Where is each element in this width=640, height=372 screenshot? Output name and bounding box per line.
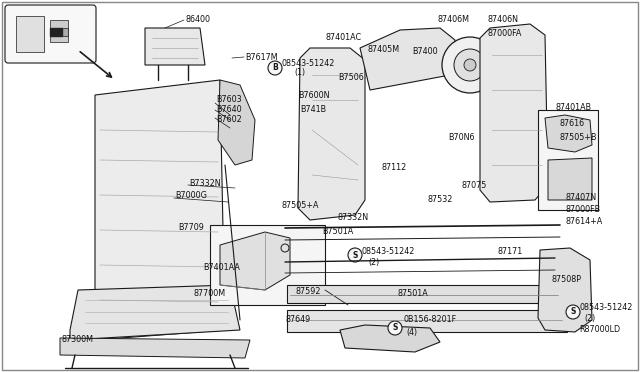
Circle shape	[566, 305, 580, 319]
Text: 87405M: 87405M	[368, 45, 400, 55]
Text: (1): (1)	[294, 68, 305, 77]
Text: 0B156-8201F: 0B156-8201F	[404, 315, 457, 324]
Polygon shape	[298, 48, 365, 220]
Polygon shape	[60, 338, 250, 358]
Text: (2): (2)	[584, 314, 595, 323]
Text: B: B	[272, 64, 278, 73]
Text: S: S	[392, 324, 397, 333]
Text: 87508P: 87508P	[551, 276, 581, 285]
Text: B70N6: B70N6	[448, 134, 474, 142]
Text: S: S	[570, 308, 576, 317]
Text: (4): (4)	[406, 327, 417, 337]
Circle shape	[442, 37, 498, 93]
Polygon shape	[70, 285, 240, 340]
Text: B7602: B7602	[216, 115, 242, 125]
Text: 87401AC: 87401AC	[326, 33, 362, 42]
Text: B7640: B7640	[216, 106, 242, 115]
Text: (2): (2)	[368, 259, 380, 267]
Text: B7709: B7709	[178, 224, 204, 232]
Polygon shape	[50, 28, 62, 36]
Text: 87112: 87112	[382, 164, 407, 173]
Polygon shape	[220, 232, 290, 290]
Bar	[50, 20, 68, 42]
Text: 08543-51242: 08543-51242	[362, 247, 415, 257]
Text: 87649: 87649	[285, 315, 310, 324]
Polygon shape	[218, 80, 255, 165]
Text: B7617M: B7617M	[245, 52, 278, 61]
Text: 87300M: 87300M	[62, 336, 94, 344]
Circle shape	[464, 59, 476, 71]
Circle shape	[388, 321, 402, 335]
Polygon shape	[548, 158, 592, 200]
Text: 87401AB: 87401AB	[556, 103, 592, 112]
Text: 87075: 87075	[462, 180, 488, 189]
Text: 87592: 87592	[296, 288, 321, 296]
Text: R87000LD: R87000LD	[579, 324, 620, 334]
Polygon shape	[545, 115, 592, 152]
Text: 87616: 87616	[560, 119, 585, 128]
Text: 87614+A: 87614+A	[565, 217, 602, 225]
Text: B7401AA: B7401AA	[204, 263, 241, 273]
Text: 87332N: 87332N	[338, 212, 369, 221]
Text: 86400: 86400	[185, 16, 210, 25]
Text: B7603: B7603	[216, 96, 242, 105]
Text: B7501A: B7501A	[322, 227, 353, 235]
Text: S: S	[352, 250, 358, 260]
Text: 08543-51242: 08543-51242	[580, 302, 634, 311]
Circle shape	[268, 61, 282, 75]
Text: B7400: B7400	[412, 48, 438, 57]
Polygon shape	[95, 80, 225, 340]
Bar	[50, 28, 68, 36]
Polygon shape	[340, 325, 440, 352]
Text: 87501A: 87501A	[397, 289, 428, 298]
Text: B7600N: B7600N	[298, 92, 330, 100]
Text: B7000G: B7000G	[175, 192, 207, 201]
Text: 87700M: 87700M	[194, 289, 226, 298]
Text: 87505+A: 87505+A	[282, 201, 319, 209]
Text: 87171: 87171	[497, 247, 522, 257]
Text: B7506: B7506	[338, 74, 364, 83]
Text: 87407N: 87407N	[565, 192, 596, 202]
Bar	[287, 285, 562, 303]
Text: 87406M: 87406M	[437, 16, 469, 25]
Polygon shape	[538, 248, 592, 332]
Text: 87000FA: 87000FA	[487, 29, 522, 38]
Text: 87532: 87532	[427, 196, 452, 205]
Bar	[538, 110, 598, 210]
Text: 08543-51242: 08543-51242	[282, 58, 335, 67]
Text: 87505+B: 87505+B	[560, 132, 598, 141]
Text: B7332N: B7332N	[189, 179, 221, 187]
Polygon shape	[145, 28, 205, 65]
FancyBboxPatch shape	[5, 5, 96, 63]
Bar	[210, 225, 325, 305]
Text: B741B: B741B	[300, 105, 326, 113]
Text: 87000FB: 87000FB	[565, 205, 600, 214]
Text: 87406N: 87406N	[487, 16, 518, 25]
Polygon shape	[480, 24, 548, 202]
Circle shape	[454, 49, 486, 81]
Circle shape	[348, 248, 362, 262]
Polygon shape	[360, 28, 455, 90]
Bar	[16, 16, 44, 52]
Bar	[287, 310, 567, 332]
